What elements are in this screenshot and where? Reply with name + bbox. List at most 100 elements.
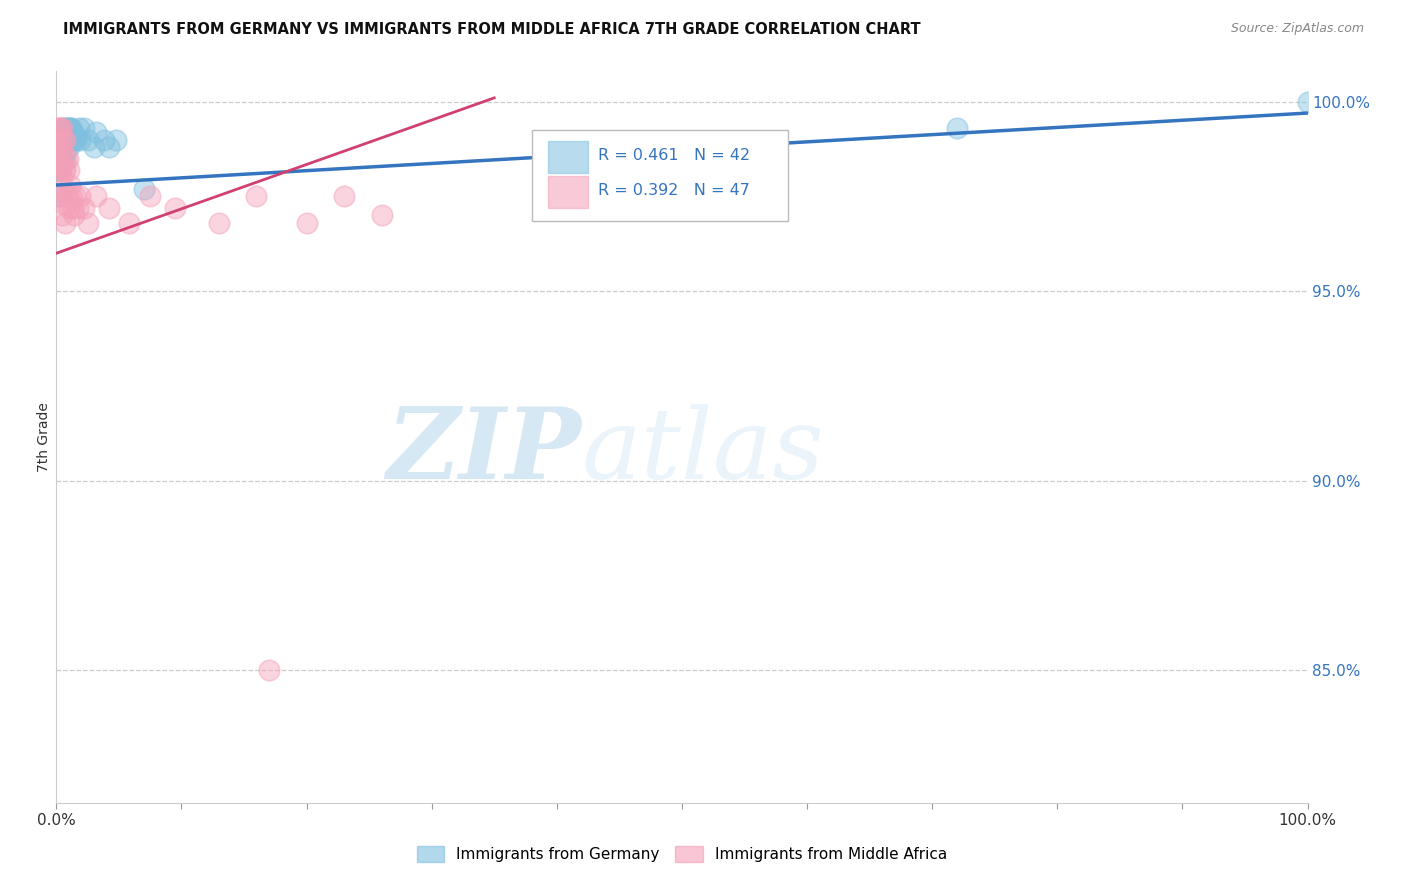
Point bbox=[97, 140, 120, 154]
Point bbox=[49, 162, 72, 177]
Text: atlas: atlas bbox=[582, 404, 824, 500]
Point bbox=[62, 132, 84, 146]
Point bbox=[946, 121, 969, 136]
Point bbox=[58, 128, 80, 143]
Point bbox=[51, 121, 73, 136]
Point bbox=[83, 140, 105, 154]
Point bbox=[245, 189, 267, 203]
Point bbox=[73, 121, 96, 136]
Point bbox=[51, 140, 73, 154]
Point bbox=[60, 189, 83, 203]
Point bbox=[257, 663, 280, 677]
Point bbox=[48, 121, 70, 136]
Point bbox=[58, 121, 80, 136]
Point bbox=[53, 162, 76, 177]
Text: IMMIGRANTS FROM GERMANY VS IMMIGRANTS FROM MIDDLE AFRICA 7TH GRADE CORRELATION C: IMMIGRANTS FROM GERMANY VS IMMIGRANTS FR… bbox=[63, 22, 921, 37]
Point bbox=[51, 189, 73, 203]
Point bbox=[69, 132, 91, 146]
FancyBboxPatch shape bbox=[548, 176, 588, 208]
Point bbox=[51, 121, 73, 136]
Point bbox=[56, 152, 79, 166]
Point bbox=[60, 132, 83, 146]
Point bbox=[53, 132, 76, 146]
Point bbox=[49, 152, 72, 166]
Point bbox=[52, 125, 75, 139]
Point bbox=[84, 189, 107, 203]
Point bbox=[62, 132, 84, 146]
Point bbox=[52, 132, 75, 146]
Point bbox=[55, 152, 77, 166]
Point bbox=[48, 140, 70, 154]
Point bbox=[55, 132, 77, 146]
Point bbox=[58, 201, 80, 215]
Point bbox=[370, 208, 392, 222]
Point bbox=[52, 132, 75, 146]
Point bbox=[46, 162, 69, 177]
Legend: Immigrants from Germany, Immigrants from Middle Africa: Immigrants from Germany, Immigrants from… bbox=[411, 840, 953, 868]
Point bbox=[49, 121, 72, 136]
Point bbox=[208, 216, 231, 230]
Point bbox=[51, 159, 73, 173]
Point bbox=[84, 125, 107, 139]
Point bbox=[55, 144, 77, 158]
Text: ZIP: ZIP bbox=[387, 403, 582, 500]
Point bbox=[63, 128, 86, 143]
Point bbox=[56, 189, 79, 203]
Point bbox=[56, 132, 79, 146]
Point bbox=[93, 132, 115, 146]
Point bbox=[55, 121, 77, 136]
Point bbox=[46, 121, 69, 136]
Point bbox=[76, 216, 98, 230]
Point bbox=[132, 182, 155, 196]
Point bbox=[51, 132, 73, 146]
Point bbox=[48, 152, 70, 166]
Point bbox=[53, 216, 76, 230]
Point bbox=[76, 132, 98, 146]
Point bbox=[295, 216, 318, 230]
FancyBboxPatch shape bbox=[531, 130, 789, 221]
Point bbox=[58, 140, 80, 154]
Point bbox=[51, 125, 73, 139]
Point bbox=[139, 189, 162, 203]
Point bbox=[46, 132, 69, 146]
Point bbox=[165, 201, 187, 215]
Point bbox=[48, 189, 70, 203]
Point bbox=[97, 201, 120, 215]
Text: Source: ZipAtlas.com: Source: ZipAtlas.com bbox=[1230, 22, 1364, 36]
Point bbox=[66, 201, 89, 215]
Point bbox=[62, 208, 84, 222]
Point bbox=[52, 197, 75, 211]
Point bbox=[59, 178, 82, 192]
Point bbox=[51, 170, 73, 185]
Point bbox=[118, 216, 141, 230]
Point bbox=[56, 121, 79, 136]
Point bbox=[52, 152, 75, 166]
Point bbox=[55, 189, 77, 203]
FancyBboxPatch shape bbox=[548, 141, 588, 173]
Y-axis label: 7th Grade: 7th Grade bbox=[37, 402, 51, 472]
Point bbox=[51, 132, 73, 146]
Point bbox=[51, 144, 73, 158]
Point bbox=[60, 121, 83, 136]
Point bbox=[67, 121, 90, 136]
Point bbox=[49, 152, 72, 166]
Point bbox=[53, 132, 76, 146]
Point bbox=[58, 162, 80, 177]
Point bbox=[59, 121, 82, 136]
Point bbox=[53, 121, 76, 136]
Point bbox=[52, 162, 75, 177]
Point bbox=[65, 132, 87, 146]
Point bbox=[62, 201, 84, 215]
Text: R = 0.392   N = 47: R = 0.392 N = 47 bbox=[598, 183, 749, 198]
Point bbox=[105, 132, 128, 146]
Point bbox=[63, 189, 86, 203]
Point bbox=[1296, 95, 1319, 109]
Point bbox=[69, 189, 91, 203]
Point bbox=[333, 189, 356, 203]
Point bbox=[73, 201, 96, 215]
Point bbox=[49, 178, 72, 192]
Point bbox=[62, 125, 84, 139]
Point bbox=[51, 152, 73, 166]
Text: R = 0.461   N = 42: R = 0.461 N = 42 bbox=[598, 148, 751, 163]
Point bbox=[51, 208, 73, 222]
